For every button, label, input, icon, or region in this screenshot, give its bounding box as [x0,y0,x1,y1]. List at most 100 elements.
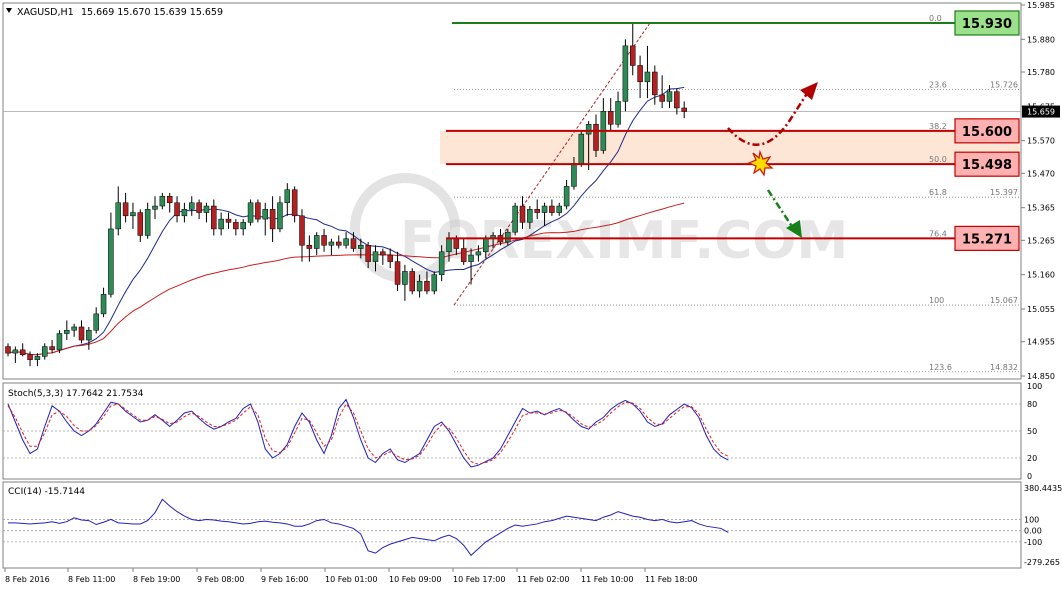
cci-pane-border [2,481,1022,569]
cci-grid: 380.4435 100 0.00 -100 -279.265 [3,484,1062,567]
breakout-star-icon [747,149,774,177]
fib-level-label-0: 0.0 [929,14,942,23]
candle-body [49,346,55,351]
candle-body [336,241,342,246]
candle-body [100,294,107,315]
time-tick-label-10: 11 Feb 18:00 [645,575,697,584]
price-tick-label-8: 15.160 [1027,271,1055,280]
candle-body [115,202,121,230]
time-tick-label-3: 9 Feb 08:00 [197,575,244,584]
candle-body [189,202,195,210]
stoch-tick-label-3: 20 [1027,454,1037,463]
candle-body [174,202,180,217]
cci-tick-label-1: 100 [1024,515,1039,524]
time-tick-label-1: 8 Feb 11:00 [68,575,115,584]
cci-title: CCI(14) -15.7144 [8,487,85,497]
candle-body [541,205,548,213]
candle-body [78,326,85,341]
candle-body [615,101,621,125]
candle-body [607,110,614,125]
candle-body [27,354,33,360]
candle-body [674,91,680,109]
price-tick-label-5: 15.470 [1027,169,1055,178]
current-price-tag [1022,105,1060,118]
fib-price-label-4: 15.397 [990,188,1018,197]
candle-body [571,163,577,187]
candle-body [313,235,320,249]
time-tick-label-7: 10 Feb 17:00 [453,575,505,584]
fib-level-label-7: 123.6 [929,363,952,372]
candle-body [622,45,629,102]
fib-level-label-6: 100 [929,296,944,305]
price-tick-label-11: 14.850 [1027,372,1055,381]
candle-body [365,245,371,262]
candle-body [483,238,489,253]
candle-body [446,238,452,253]
candle-body [652,71,658,96]
candle-body [284,189,291,204]
stoch-tick-label-1: 80 [1027,400,1037,409]
price-tick-label-10: 14.955 [1027,338,1055,347]
price-level-label-1: 15.600 [962,125,1012,140]
candle-body [534,209,540,213]
candle-body [12,349,19,354]
candle-body [453,238,460,249]
price-tick-label-6: 15.365 [1027,204,1055,213]
candle-body [144,209,151,236]
candle-body [159,195,166,207]
candle-body [438,251,445,275]
candle-body [56,333,63,351]
candle-body [394,261,401,285]
candle-body [240,222,246,230]
price-level-tag-0 [954,10,1020,36]
fib-price-label-1: 15.726 [990,81,1018,90]
time-tick-label-6: 10 Feb 09:00 [389,575,441,584]
bullish-projection-arrow [727,91,810,146]
candle-body [505,231,511,243]
projection-arrows [727,82,818,238]
fib-level-label-1: 23.6 [929,81,947,90]
price-tick-label-4: 15.570 [1027,137,1055,146]
candle-body [468,254,474,262]
candle-body [578,133,585,164]
candle-body [409,271,415,292]
stoch-lines [7,398,729,468]
cci-tick-label-4: -279.265 [1024,558,1060,567]
symbol-label: XAGUSD,H1 [17,7,74,18]
ma-slow-line [7,202,685,356]
price-axis: 15.98515.88015.78015.67515.57015.47015.3… [1021,1,1060,381]
triangle-down-icon[interactable] [6,8,12,13]
candle-body [5,346,11,354]
fib-level-label-4: 61.8 [929,188,947,197]
candle-body [328,241,335,246]
ma-fast-line [7,86,685,356]
time-axis: 8 Feb 2016 8 Feb 11:00 8 Feb 19:00 9 Feb 08… [4,568,697,584]
main-pane-border [2,2,1022,380]
price-level-label-0: 15.930 [962,17,1012,32]
candle-body [137,212,144,236]
candle-body [512,205,518,233]
stoch-tick-label-4: 0 [1027,472,1032,481]
candle-body [637,65,643,83]
candle-body [585,124,592,135]
candle-body [519,205,526,223]
cci-pane: 380.4435 100 0.00 -100 -279.265 CCI(14) -15.… [2,481,1062,569]
candle-body [269,209,276,230]
candle-body [475,251,482,256]
candle-body [181,209,188,217]
candle-body [130,212,136,217]
price-level-tag-1 [954,118,1020,144]
candle-body [556,205,562,213]
candle-body [431,274,438,292]
candle-body [460,248,467,262]
candle-body [64,329,70,334]
cci-tick-label-3: -100 [1024,538,1042,547]
candle-body [247,202,254,223]
candle-body [358,245,364,249]
arrow-head-down-icon [786,220,802,238]
candle-body [291,189,298,217]
candle-body [350,238,357,249]
candle-body [203,205,210,213]
fib-price-label-7: 14.832 [990,363,1018,372]
price-level-tag-2 [954,151,1020,177]
